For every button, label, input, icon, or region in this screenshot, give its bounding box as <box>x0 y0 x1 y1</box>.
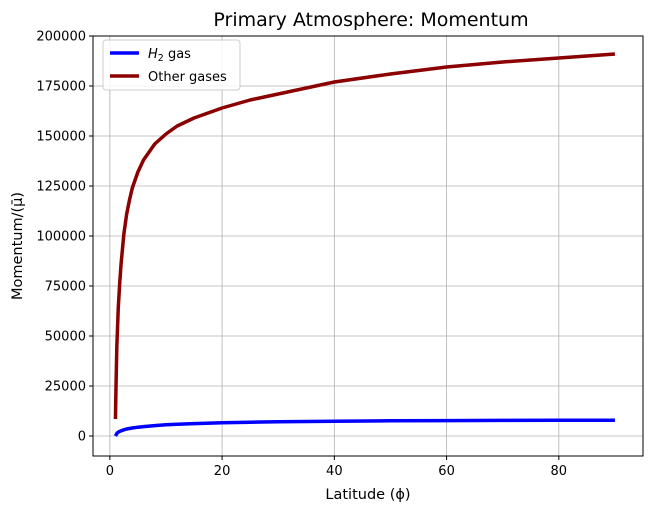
x-tick-label: 0 <box>106 464 114 479</box>
y-tick-label: 175000 <box>36 80 86 95</box>
series-line-other-gases <box>113 52 616 420</box>
x-tick-label: 40 <box>326 464 343 479</box>
x-axis-label: Latitude (ϕ) <box>325 487 410 503</box>
y-tick-label: 200000 <box>36 30 86 45</box>
legend-h2-rest: gas <box>164 47 191 62</box>
y-axis-label: Momentum/(μ̄) <box>10 192 26 300</box>
x-tick-label: 60 <box>438 464 455 479</box>
y-tick-label: 100000 <box>36 230 86 245</box>
x-tick-label: 80 <box>551 464 568 479</box>
y-tick-label: 150000 <box>36 130 86 145</box>
y-tick-label: 50000 <box>45 330 86 345</box>
chart-title: Primary Atmosphere: Momentum <box>213 9 528 31</box>
y-tick-label: 125000 <box>36 180 86 195</box>
legend-label-other: Other gases <box>148 70 227 85</box>
y-tick-label: 25000 <box>45 380 86 395</box>
legend-h2-sub: 2 <box>158 53 164 64</box>
legend-h2-base: H <box>148 47 158 62</box>
legend: H2 gas Other gases <box>102 39 241 91</box>
legend-label-h2: H2 gas <box>148 47 191 64</box>
plot-frame <box>92 35 644 457</box>
axis-ticks: 0 20 40 60 80 0 25000 50000 75000 100000 125000 150… <box>36 30 567 480</box>
grid-lines <box>93 35 643 456</box>
y-tick-label: 0 <box>78 430 86 445</box>
series-line-h2-gas <box>113 418 615 437</box>
series-lines <box>113 52 616 437</box>
y-tick-label: 75000 <box>45 280 86 295</box>
x-tick-label: 20 <box>214 464 231 479</box>
